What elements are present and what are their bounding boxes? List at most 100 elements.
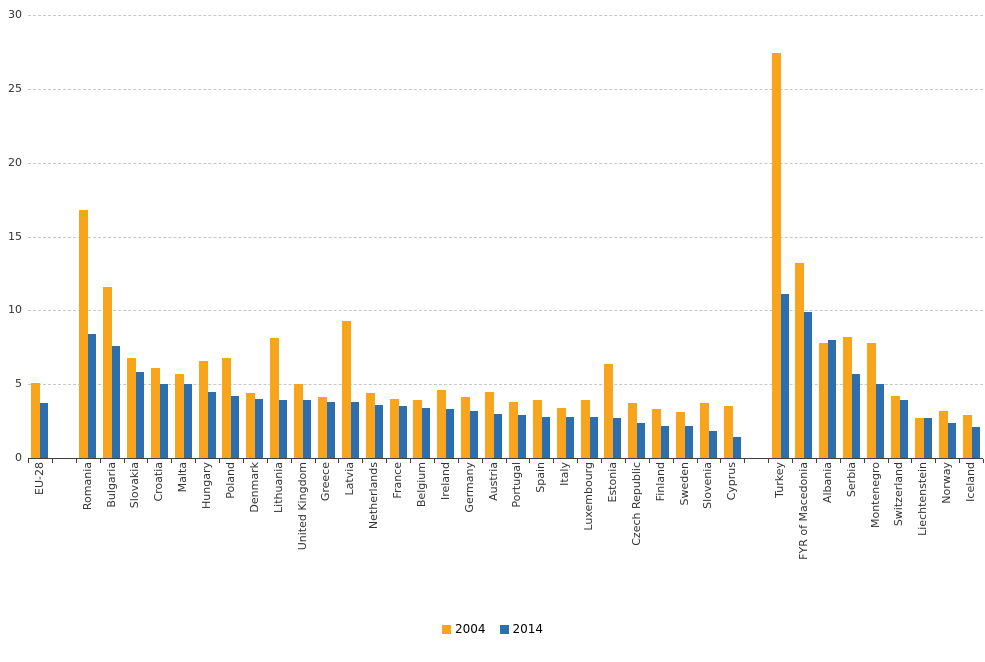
x-axis-tick [792,459,793,463]
gridline-5 [28,384,983,386]
x-axis-tick [625,459,626,463]
x-axis-label-Bulgaria: Bulgaria [104,462,118,508]
gridline-30 [28,15,983,16]
category-slot-Malta [171,15,195,458]
x-axis-tick [888,459,889,463]
x-axis-label-Estonia: Estonia [605,462,619,503]
category-slot-Greece [315,15,339,458]
bar-2014-Netherlands [374,404,383,458]
x-axis-tick [243,459,244,463]
x-axis-tick [911,459,912,463]
category-slot-Romania [76,15,100,458]
bar-2004-Luxembourg [580,400,590,458]
x-axis-label-Ireland: Ireland [438,462,452,501]
category-slot-FYR of Macedonia [792,15,816,458]
category-slot-Spain [529,15,553,458]
x-axis-tick [291,459,292,463]
x-axis-tick [553,459,554,463]
bar-2004-Greece [317,397,327,458]
x-axis-tick [864,459,865,463]
bar-2004-Estonia [604,363,614,458]
x-axis-label-Serbia: Serbia [844,462,858,498]
bar-2014-Norway [947,422,956,458]
legend-label-2014: 2014 [512,622,544,636]
x-axis-label-Poland: Poland [223,462,237,499]
x-axis-label-Montenegro: Montenegro [868,462,882,529]
bar-2004-Spain [532,400,542,458]
bar-2014-Sweden [685,425,694,458]
bar-2004-United Kingdom [294,384,304,458]
category-slot-Latvia [338,15,362,458]
bar-2014-Slovenia [708,431,717,458]
x-axis-tick [28,459,29,463]
x-axis-label-Germany: Germany [462,462,476,513]
bar-2004-Iceland [962,415,972,458]
category-slot-Liechtenstein [911,15,935,458]
x-axis-label-Switzerland: Switzerland [892,462,906,527]
x-axis-tick [434,459,435,463]
plot-area [28,15,983,459]
x-axis-tick [983,459,984,463]
x-axis-label-Netherlands: Netherlands [367,462,381,530]
bar-2004-Switzerland [890,395,900,458]
x-axis-label-Latvia: Latvia [343,462,357,496]
bar-2004-Austria [485,391,495,458]
bar-2014-Germany [470,410,479,458]
bar-2004-Romania [79,209,89,458]
bar-2004-Sweden [676,412,686,458]
x-axis-tick [529,459,530,463]
legend-item-2014: 2014 [499,622,544,636]
bar-2004-Latvia [341,320,351,458]
x-axis-label-Liechtenstein: Liechtenstein [916,462,930,536]
bar-2014-Finland [661,425,670,458]
category-slot-Belgium [410,15,434,458]
bar-2014-Ireland [446,409,455,458]
bar-2014-Montenegro [876,384,885,458]
legend-swatch-2014-icon [499,624,509,634]
x-axis-tick [338,459,339,463]
x-axis-label-Croatia: Croatia [152,462,166,502]
x-axis-tick [195,459,196,463]
bar-2004-Bulgaria [103,286,113,458]
bar-2004-Montenegro [867,342,877,458]
category-slot-United Kingdom [291,15,315,458]
bar-2014-Belgium [422,407,431,458]
bar-2014-Turkey [780,294,789,458]
legend-item-2004: 2004 [441,622,486,636]
y-tick-label-15: 15 [8,229,22,243]
bar-2014-Portugal [517,415,526,458]
bar-2014-Romania [88,333,97,458]
bar-2014-Bulgaria [112,345,121,458]
bar-2014-Malta [183,384,192,458]
category-slot-Montenegro [864,15,888,458]
x-axis-label-Romania: Romania [80,462,94,511]
bar-2004-Ireland [437,390,447,458]
x-axis-tick [649,459,650,463]
gridline-25 [28,88,983,90]
category-slot-Portugal [506,15,530,458]
y-tick-label-25: 25 [8,81,22,95]
x-axis-tick [171,459,172,463]
x-axis-label-Belgium: Belgium [414,462,428,508]
x-axis-tick [768,459,769,463]
y-tick-label-30: 30 [8,8,22,21]
category-slot-Austria [482,15,506,458]
category-slot-Serbia [840,15,864,458]
chart-legend: 2004 2014 [0,622,985,636]
x-axis-label-Portugal: Portugal [510,462,524,508]
bar-2004-Hungary [198,360,208,458]
bar-2014-Austria [494,413,503,458]
bar-2004-Turkey [771,53,781,458]
x-axis-label-Slovenia: Slovenia [701,462,715,509]
bar-2004-Belgium [413,400,423,458]
bar-2014-Liechtenstein [923,418,932,458]
bar-2014-Albania [828,339,837,458]
x-axis-label-France: France [391,462,405,499]
category-slot-Germany [458,15,482,458]
x-axis-tick [458,459,459,463]
category-slot-Croatia [147,15,171,458]
category-slot-France [386,15,410,458]
bar-2014-FYR of Macedonia [804,311,813,458]
x-axis-tick [673,459,674,463]
